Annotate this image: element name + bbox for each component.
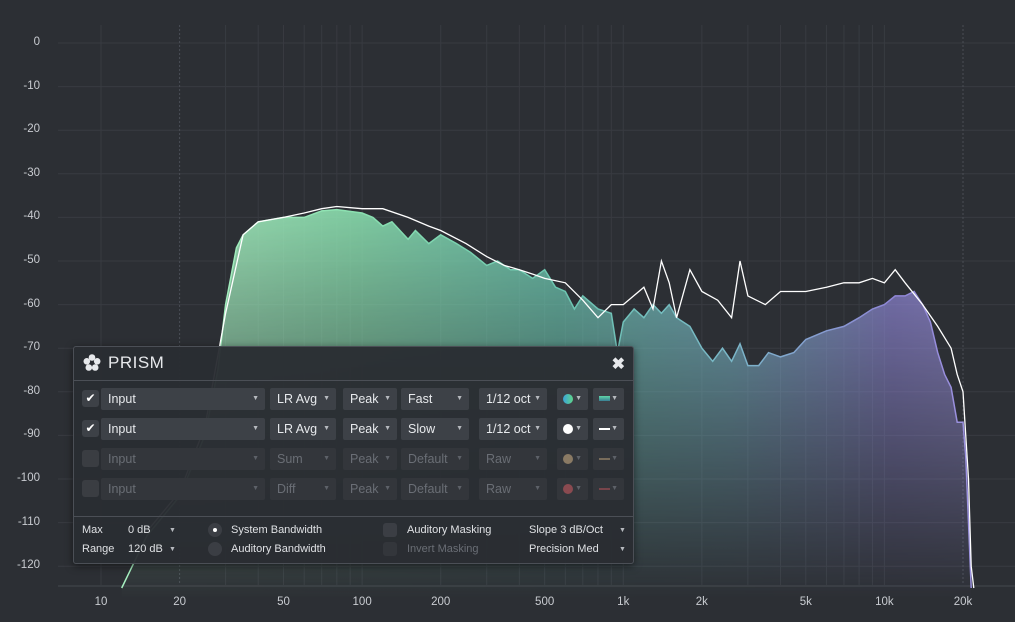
panel-title: PRISM [108,353,165,372]
divider [74,516,633,517]
source-dropdown[interactable]: Input [101,478,265,500]
auditory-bandwidth-radio[interactable] [208,542,222,556]
style-dropdown[interactable] [593,388,624,410]
x-axis-label: 20k [953,596,973,608]
x-axis-label: 500 [535,596,555,608]
source-dropdown[interactable]: Input [101,388,265,410]
invert-masking-label: Invert Masking [407,543,479,555]
x-axis-label: 10 [94,596,108,608]
resolution-dropdown[interactable]: 1/12 oct [479,418,547,440]
y-axis-label: -110 [17,515,40,528]
fast-spectrum-edge [121,208,972,589]
system-bandwidth-radio[interactable] [208,523,222,537]
mode-dropdown[interactable]: Peak [343,388,397,410]
auditory-masking-label: Auditory Masking [407,524,492,536]
line-style-icon [599,428,610,430]
y-axis-label: -50 [23,254,40,266]
y-axis-label: -40 [23,210,40,223]
y-axis-label: -10 [23,79,40,92]
resolution-dropdown[interactable]: Raw [479,448,547,470]
mode-dropdown[interactable]: Peak [343,478,397,500]
y-axis-label: -90 [23,428,40,441]
speed-dropdown[interactable]: Slow [401,418,469,440]
color-swatch-icon [563,484,573,494]
chevron-down-icon: ▼ [169,546,176,553]
color-dropdown[interactable] [557,388,588,410]
auditory-bandwidth-label: Auditory Bandwidth [231,543,326,555]
close-icon[interactable]: ✖ [611,356,625,373]
analyzer-row: InputSum PeakDefault Raw [74,448,633,472]
x-axis-label: 20 [173,596,186,608]
line-style-icon [599,488,610,490]
x-axis-label: 100 [352,596,372,608]
mode-dropdown[interactable]: Peak [343,448,397,470]
resolution-dropdown[interactable]: 1/12 oct [479,388,547,410]
channel-dropdown[interactable]: Sum [270,448,336,470]
source-dropdown[interactable]: Input [101,448,265,470]
source-dropdown[interactable]: Input [101,418,265,440]
style-dropdown[interactable] [593,418,624,440]
row-enable-checkbox[interactable]: ✔ [82,420,99,437]
divider [74,380,633,381]
color-swatch-icon [563,394,573,404]
line-style-icon [599,396,610,401]
speed-dropdown[interactable]: Default [401,448,469,470]
prism-panel: PRISM ✖ ✔InputLR AvgPeakFast1/12 oct✔Inp… [73,346,634,564]
invert-masking-checkbox[interactable] [383,542,397,556]
x-axis-label: 2k [695,596,708,608]
chevron-down-icon: ▼ [619,546,626,553]
y-axis-label: -100 [16,472,40,484]
panel-header: PRISM [82,353,164,373]
style-dropdown[interactable] [593,478,624,500]
channel-dropdown[interactable]: LR Avg [270,388,336,410]
mode-dropdown[interactable]: Peak [343,418,397,440]
y-axis-label: -120 [16,559,40,572]
max-label: Max [82,524,103,536]
analyzer-row: ✔InputLR Avg PeakFast 1/12 oct [74,388,633,412]
speed-dropdown[interactable]: Default [401,478,469,500]
chevron-down-icon: ▼ [169,527,176,534]
slope-dropdown[interactable]: Slope 3 dB/Oct [529,524,603,536]
y-axis-label: 0 [33,36,40,48]
channel-dropdown[interactable]: LR Avg [270,418,336,440]
prism-logo-icon [83,354,101,371]
speed-dropdown[interactable]: Fast [401,388,469,410]
y-axis-label: -30 [23,166,40,179]
row-enable-checkbox[interactable] [82,480,99,497]
y-axis-label: -70 [23,341,40,354]
resolution-dropdown[interactable]: Raw [479,478,547,500]
x-axis-label: 50 [277,596,290,608]
auditory-masking-checkbox[interactable] [383,523,397,537]
row-enable-checkbox[interactable] [82,450,99,467]
color-dropdown[interactable] [557,448,588,470]
y-axis-label: -20 [23,123,40,136]
color-swatch-icon [563,454,573,464]
range-label: Range [82,543,115,555]
x-axis-label: 5k [799,596,812,608]
y-axis-label: -80 [23,384,40,397]
range-value-dropdown[interactable]: 120 dB [128,543,163,555]
y-axis-label: -60 [23,297,40,310]
x-axis-label: 10k [875,596,894,608]
max-value-dropdown[interactable]: 0 dB [128,524,151,536]
style-dropdown[interactable] [593,448,624,470]
color-dropdown[interactable] [557,478,588,500]
precision-dropdown[interactable]: Precision Med [529,543,599,555]
chevron-down-icon: ▼ [619,527,626,534]
color-swatch-icon [563,424,573,434]
analyzer-row: InputDiff PeakDefault Raw [74,478,633,502]
x-axis-label: 200 [431,596,451,608]
system-bandwidth-label: System Bandwidth [231,524,323,536]
line-style-icon [599,458,610,460]
color-dropdown[interactable] [557,418,588,440]
slow-spectrum-line [146,205,975,589]
row-enable-checkbox[interactable]: ✔ [82,390,99,407]
analyzer-row: ✔InputLR Avg PeakSlow 1/12 oct [74,418,633,442]
x-axis-label: 1k [617,596,630,608]
channel-dropdown[interactable]: Diff [270,478,336,500]
